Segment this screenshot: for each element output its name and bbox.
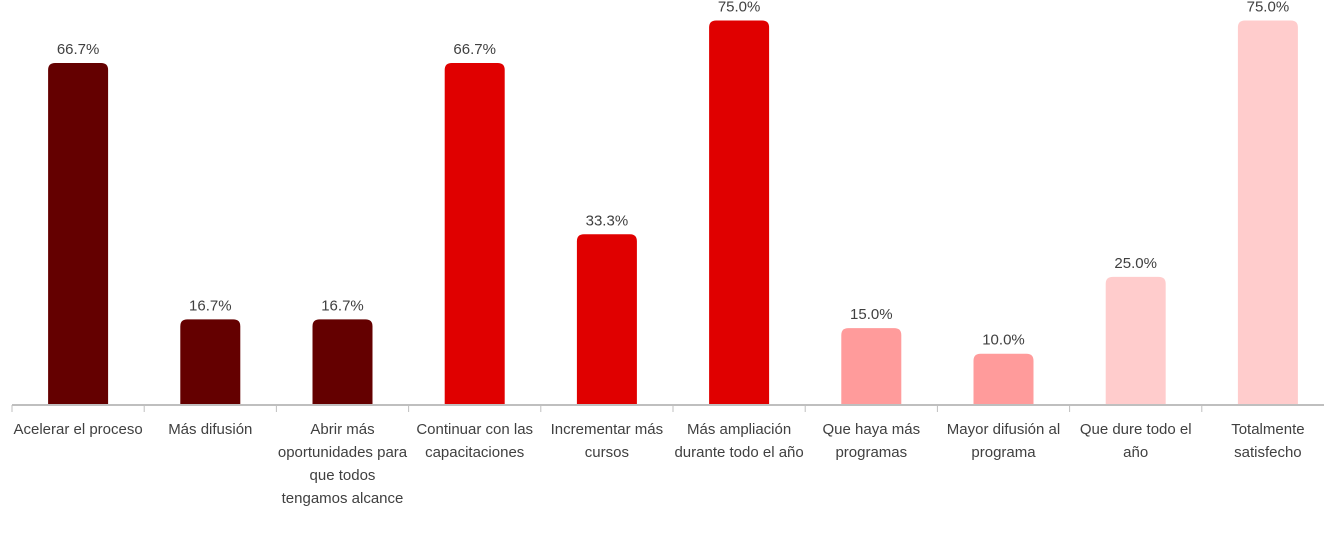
value-label: 33.3% [586, 212, 629, 229]
bar [1237, 20, 1298, 406]
bar [48, 63, 109, 406]
value-label: 75.0% [1247, 0, 1290, 16]
x-tick-label: Incrementar más cursos [550, 421, 664, 461]
bar [444, 63, 505, 406]
x-tick-label: Continuar con las capacitaciones [416, 421, 534, 461]
x-tick-label: Mayor difusión al programa [946, 421, 1061, 461]
value-label: 16.7% [321, 297, 364, 314]
x-tick-label: Totalmente satisfecho [1231, 421, 1305, 461]
value-label: 25.0% [1114, 255, 1157, 272]
value-label: 10.0% [982, 332, 1025, 349]
bar [973, 353, 1034, 405]
x-tick-label: Acelerar el proceso [13, 421, 143, 438]
value-label: 66.7% [453, 41, 496, 58]
bar [841, 328, 902, 405]
value-label: 66.7% [57, 41, 100, 58]
x-tick-label: Que haya más programas [822, 421, 921, 461]
value-label: 75.0% [718, 0, 761, 16]
x-tick-label: Más difusión [168, 421, 253, 438]
x-tick-label: Abrir más oportunidades para que todos t… [277, 421, 408, 507]
value-label: 16.7% [189, 297, 232, 314]
bar [709, 20, 770, 406]
value-label: 15.0% [850, 306, 893, 323]
x-tick-label: Que dure todo el año [1079, 421, 1192, 461]
bar [180, 319, 241, 405]
bar [312, 319, 373, 405]
x-tick-label: Más ampliación durante todo el año [674, 421, 804, 461]
bar [576, 234, 637, 405]
bar [1105, 276, 1166, 405]
